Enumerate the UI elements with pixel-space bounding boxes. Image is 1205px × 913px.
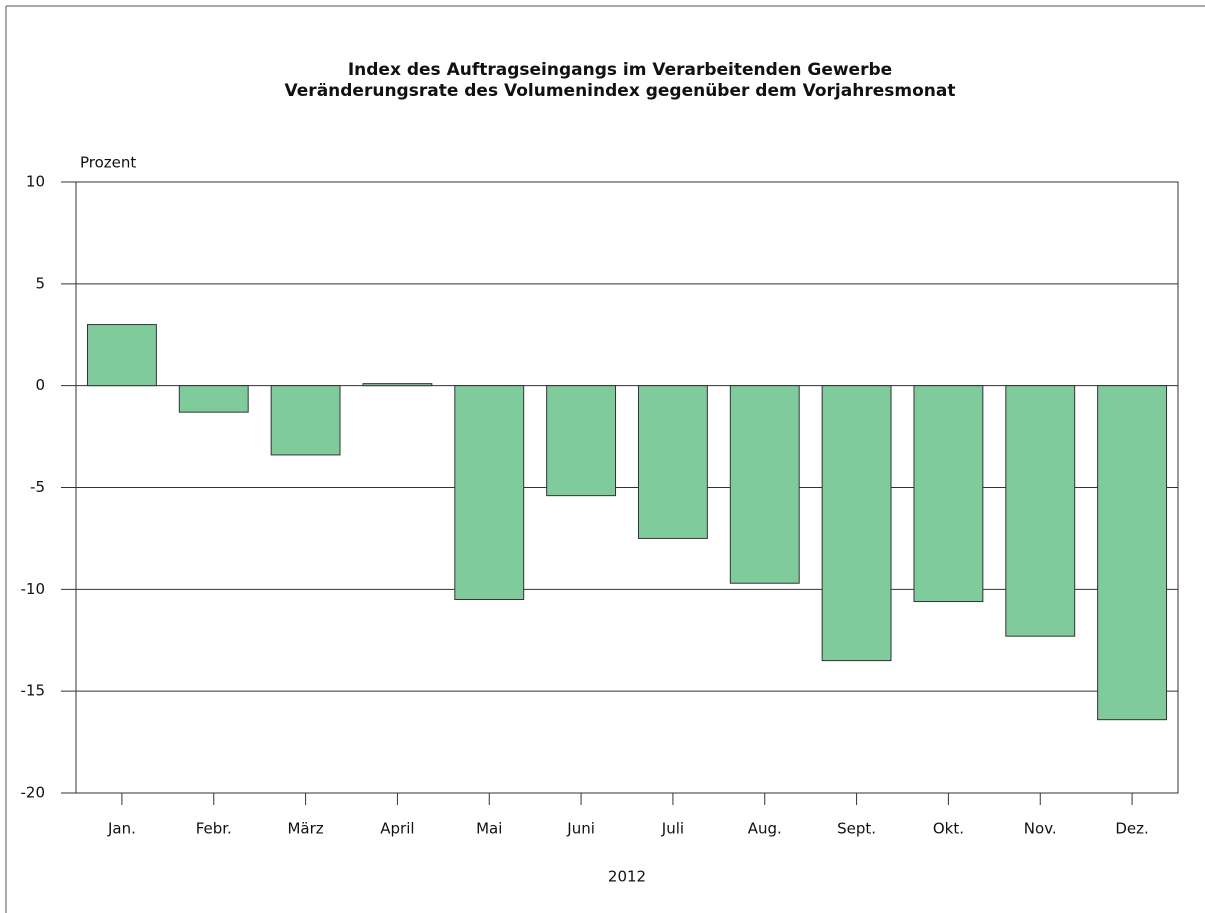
x-tick-label: Mai (476, 820, 502, 838)
bar (729, 385, 800, 584)
x-tick-label: Jan. (107, 820, 136, 838)
bar (362, 383, 433, 387)
bar (1097, 385, 1168, 721)
y-tick-label: 10 (26, 173, 45, 191)
x-tick-label: Juli (661, 820, 684, 838)
bar (913, 385, 984, 603)
y-tick-label: -10 (21, 580, 46, 598)
x-tick-label: Febr. (196, 820, 232, 838)
x-tick-label: April (380, 820, 414, 838)
x-tick-label: Juni (566, 820, 595, 838)
y-tick-label: 5 (35, 274, 45, 292)
y-axis-label: Prozent (80, 154, 136, 172)
y-tick-label: -20 (21, 784, 46, 802)
x-tick-label: März (287, 820, 323, 838)
y-tick-label: -15 (21, 682, 46, 700)
y-tick-label: -5 (30, 478, 45, 496)
x-tick-label: Dez. (1115, 820, 1148, 838)
x-tick-label: Okt. (933, 820, 964, 838)
chart-subtitle: Veränderungsrate des Volumenindex gegenü… (285, 81, 956, 101)
bar (86, 324, 157, 387)
y-tick-label: 0 (35, 376, 45, 394)
chart-title: Index des Auftragseingangs im Verarbeite… (348, 60, 892, 80)
bar (270, 385, 341, 456)
x-tick-label: Aug. (748, 820, 782, 838)
bar (454, 385, 525, 601)
bar (178, 385, 249, 413)
bar (546, 385, 617, 497)
bar (821, 385, 892, 662)
x-tick-label: Sept. (837, 820, 876, 838)
bar (637, 385, 708, 539)
x-tick-label: Nov. (1024, 820, 1057, 838)
x-axis-label: 2012 (608, 868, 646, 886)
bar (1005, 385, 1076, 637)
